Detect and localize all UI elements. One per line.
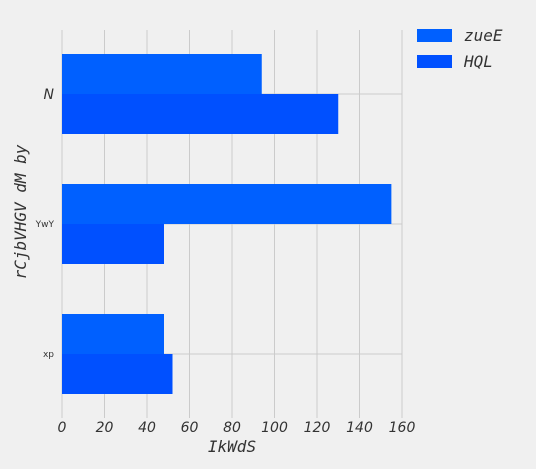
x-tick-label: 20 [96, 420, 114, 436]
legend-swatch [417, 55, 452, 68]
bar-zueE-YwY [62, 184, 391, 224]
legend-label: HQL [463, 52, 493, 71]
x-tick-label: 140 [346, 420, 373, 436]
x-tick-label: 80 [223, 420, 241, 436]
y-tick-labels: N YwY xp [35, 87, 55, 360]
x-tick-label: 60 [181, 420, 199, 436]
bars [62, 54, 391, 394]
bar-zueE-N [62, 54, 262, 94]
legend-label: zueE [464, 26, 503, 45]
bar-HQL-YwY [62, 224, 164, 264]
x-tick-label: 120 [304, 420, 331, 436]
bar-HQL-xp [62, 354, 173, 394]
x-tick-label: 100 [261, 420, 288, 436]
y-tick-label: YwY [35, 220, 55, 230]
x-tick-label: 40 [138, 420, 156, 436]
x-tick-label: 0 [58, 420, 67, 436]
y-tick-label: xp [43, 350, 54, 360]
bar-zueE-xp [62, 314, 164, 354]
bar-HQL-N [62, 94, 338, 134]
legend-swatch [417, 29, 452, 42]
x-axis-label: IkWdS [208, 437, 256, 456]
y-tick-label: N [44, 87, 55, 103]
legend: zueE HQL [417, 26, 503, 71]
x-tick-labels: 0 20 40 60 80 100 120 140 160 [58, 420, 416, 436]
x-tick-label: 160 [389, 420, 416, 436]
y-axis-label: rCjbVHGV dM by [11, 144, 30, 279]
